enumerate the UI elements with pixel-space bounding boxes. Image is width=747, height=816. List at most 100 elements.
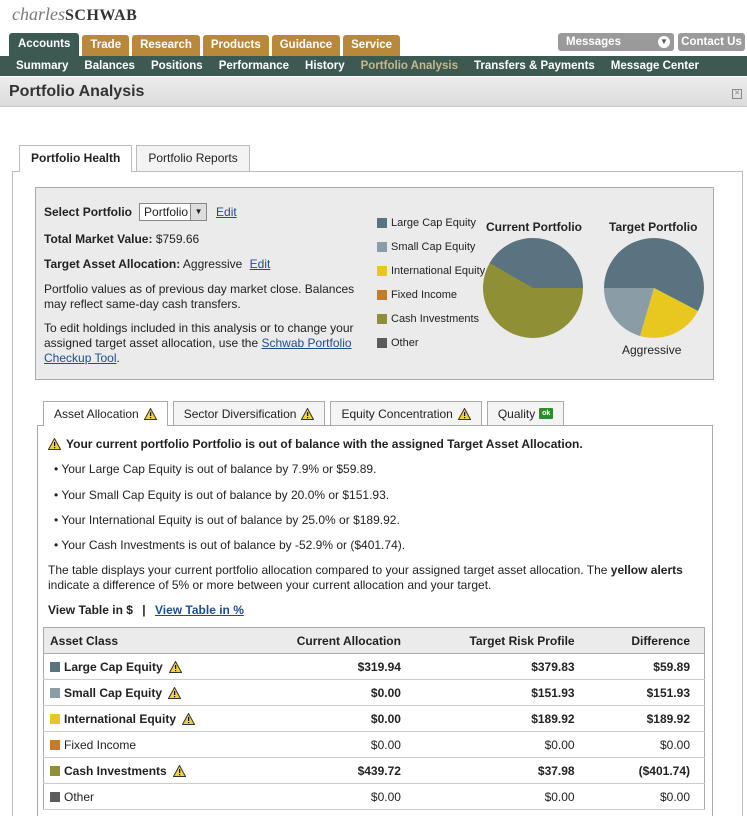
description-text: indicate a difference of 5% or more betw… bbox=[48, 578, 492, 592]
tab-accounts[interactable]: Accounts bbox=[9, 33, 80, 56]
current-allocation-cell: $0.00 bbox=[239, 705, 415, 732]
messages-label: Messages bbox=[566, 36, 621, 48]
legend-swatch bbox=[377, 338, 387, 348]
chevron-down-icon: ▼ bbox=[658, 36, 670, 48]
tab-portfolio-reports[interactable]: Portfolio Reports bbox=[136, 145, 250, 171]
target-risk-profile-cell: $0.00 bbox=[414, 783, 589, 810]
tab-service[interactable]: Service bbox=[343, 35, 401, 56]
col-target-risk-profile: Target Risk Profile bbox=[414, 627, 589, 654]
subnav-transfers-payments[interactable]: Transfers & Payments bbox=[473, 60, 595, 72]
table-row: Fixed Income $0.00 $0.00 $0.00 bbox=[43, 731, 705, 758]
current-allocation-cell: $439.72 bbox=[239, 757, 415, 784]
select-portfolio-label: Select Portfolio bbox=[44, 205, 133, 219]
table-header-row: Asset Class Current Allocation Target Ri… bbox=[43, 627, 705, 654]
tab-asset-allocation[interactable]: Asset Allocation bbox=[43, 401, 168, 426]
current-portfolio-pie bbox=[483, 238, 583, 339]
messages-dropdown[interactable]: Messages ▼ bbox=[558, 33, 674, 51]
alert-bullet: • Your Large Cap Equity is out of balanc… bbox=[54, 462, 377, 476]
view-percent-link[interactable]: View Table in % bbox=[154, 603, 244, 617]
legend-label: Large Cap Equity bbox=[391, 217, 476, 229]
portfolio-select-value: Portfolio bbox=[144, 205, 189, 219]
target-risk-profile-cell: $37.98 bbox=[414, 757, 589, 784]
alert-bullet: • Your International Equity is out of ba… bbox=[54, 513, 400, 527]
asset-class-cell: Large Cap Equity bbox=[43, 653, 240, 680]
legend-label: Fixed Income bbox=[391, 289, 458, 301]
tab-products[interactable]: Products bbox=[202, 35, 269, 56]
edit-target-link[interactable]: Edit bbox=[249, 257, 271, 271]
warning-icon bbox=[143, 408, 157, 420]
values-note-line: may reflect same-day cash transfers. bbox=[44, 297, 241, 311]
asset-class-label: Fixed Income bbox=[64, 737, 137, 752]
total-market-value-row: Total Market Value: $759.66 bbox=[44, 232, 199, 246]
schwab-logo[interactable]: charlesSCHWAB bbox=[12, 4, 138, 24]
collapse-icon[interactable]: ✕ bbox=[732, 89, 742, 99]
tab-quality[interactable]: Quality ok bbox=[486, 401, 565, 425]
tab-label: Sector Diversification bbox=[183, 406, 297, 421]
target-allocation-row: Target Asset Allocation: Aggressive Edit bbox=[44, 257, 270, 271]
table-row: Large Cap Equity $319.94 $379.83 $59.89 bbox=[43, 653, 705, 680]
difference-cell: $0.00 bbox=[588, 731, 705, 758]
asset-color-swatch bbox=[50, 765, 60, 776]
values-note: Portfolio values as of previous day mark… bbox=[44, 282, 354, 312]
legend-swatch bbox=[377, 242, 387, 252]
legend-label: International Equity bbox=[391, 265, 486, 277]
alert-bullet: • Your Small Cap Equity is out of balanc… bbox=[54, 488, 390, 502]
legend-swatch bbox=[377, 218, 387, 228]
asset-color-swatch bbox=[50, 791, 60, 802]
col-asset-class: Asset Class bbox=[43, 627, 240, 654]
warning-icon bbox=[48, 438, 61, 450]
pie-slice-small-cap bbox=[604, 288, 654, 336]
tab-research[interactable]: Research bbox=[132, 35, 200, 56]
tab-sector-diversification[interactable]: Sector Diversification bbox=[172, 401, 326, 425]
checkup-tool-link[interactable]: Checkup Tool bbox=[44, 351, 117, 365]
difference-cell: ($401.74) bbox=[588, 757, 705, 784]
pie-slice-large-cap bbox=[489, 238, 583, 288]
allocation-table: Asset Class Current Allocation Target Ri… bbox=[43, 627, 705, 810]
tab-label: Asset Allocation bbox=[54, 407, 139, 421]
col-difference: Difference bbox=[588, 627, 705, 654]
table-description: The table displays your current portfoli… bbox=[48, 563, 708, 593]
legend-item: Cash Investments bbox=[377, 312, 479, 326]
tab-label: Quality bbox=[497, 406, 536, 421]
difference-cell: $0.00 bbox=[588, 783, 705, 810]
tmv-label: Total Market Value: bbox=[44, 232, 153, 246]
tab-portfolio-health[interactable]: Portfolio Health bbox=[19, 145, 133, 172]
tab-trade[interactable]: Trade bbox=[82, 35, 130, 56]
subnav-history[interactable]: History bbox=[305, 60, 345, 72]
checkup-tool-link[interactable]: Schwab Portfolio bbox=[261, 336, 352, 350]
subnav-summary[interactable]: Summary bbox=[16, 60, 69, 72]
legend-label: Small Cap Equity bbox=[391, 241, 476, 253]
portfolio-select[interactable]: Portfolio ▼ bbox=[139, 203, 208, 221]
contact-us-button[interactable]: Contact Us bbox=[678, 33, 745, 51]
legend-swatch bbox=[377, 290, 387, 300]
table-row: Cash Investments $439.72 $37.98 ($401.74) bbox=[43, 757, 705, 784]
subnav-portfolio-analysis[interactable]: Portfolio Analysis bbox=[360, 60, 458, 72]
taa-label: Target Asset Allocation: bbox=[44, 257, 181, 271]
edit-portfolio-link[interactable]: Edit bbox=[216, 205, 237, 219]
col-current-allocation: Current Allocation bbox=[239, 627, 415, 654]
taa-value: Aggressive bbox=[182, 257, 243, 271]
analysis-tabs: Asset Allocation Sector Diversification … bbox=[43, 401, 569, 426]
edit-note-end: . bbox=[116, 351, 120, 365]
sub-nav: Summary Balances Positions Performance H… bbox=[0, 56, 747, 76]
legend-label: Other bbox=[391, 337, 419, 349]
subnav-positions[interactable]: Positions bbox=[150, 60, 203, 72]
edit-note: To edit holdings included in this analys… bbox=[44, 321, 354, 366]
view-dollars-label: View Table in $ bbox=[48, 603, 133, 617]
asset-class-cell: Other bbox=[43, 783, 240, 810]
tab-guidance[interactable]: Guidance bbox=[271, 35, 341, 56]
current-allocation-cell: $0.00 bbox=[239, 731, 415, 758]
portfolio-tabs: Portfolio Health Portfolio Reports bbox=[19, 145, 254, 172]
description-text: The table displays your current portfoli… bbox=[48, 563, 611, 577]
legend-item: Large Cap Equity bbox=[377, 216, 476, 230]
tab-equity-concentration[interactable]: Equity Concentration bbox=[330, 401, 482, 425]
subnav-message-center[interactable]: Message Center bbox=[610, 60, 700, 72]
select-portfolio-row: Select Portfolio Portfolio ▼ Edit bbox=[44, 203, 237, 221]
page-header: Portfolio Analysis ✕ bbox=[0, 77, 747, 107]
pie-slice-international bbox=[640, 288, 698, 338]
asset-class-label: Small Cap Equity bbox=[64, 685, 163, 700]
subnav-balances[interactable]: Balances bbox=[84, 60, 135, 72]
target-portfolio-title: Target Portfolio bbox=[609, 220, 698, 234]
subnav-performance[interactable]: Performance bbox=[218, 60, 290, 72]
difference-cell: $59.89 bbox=[588, 653, 705, 680]
